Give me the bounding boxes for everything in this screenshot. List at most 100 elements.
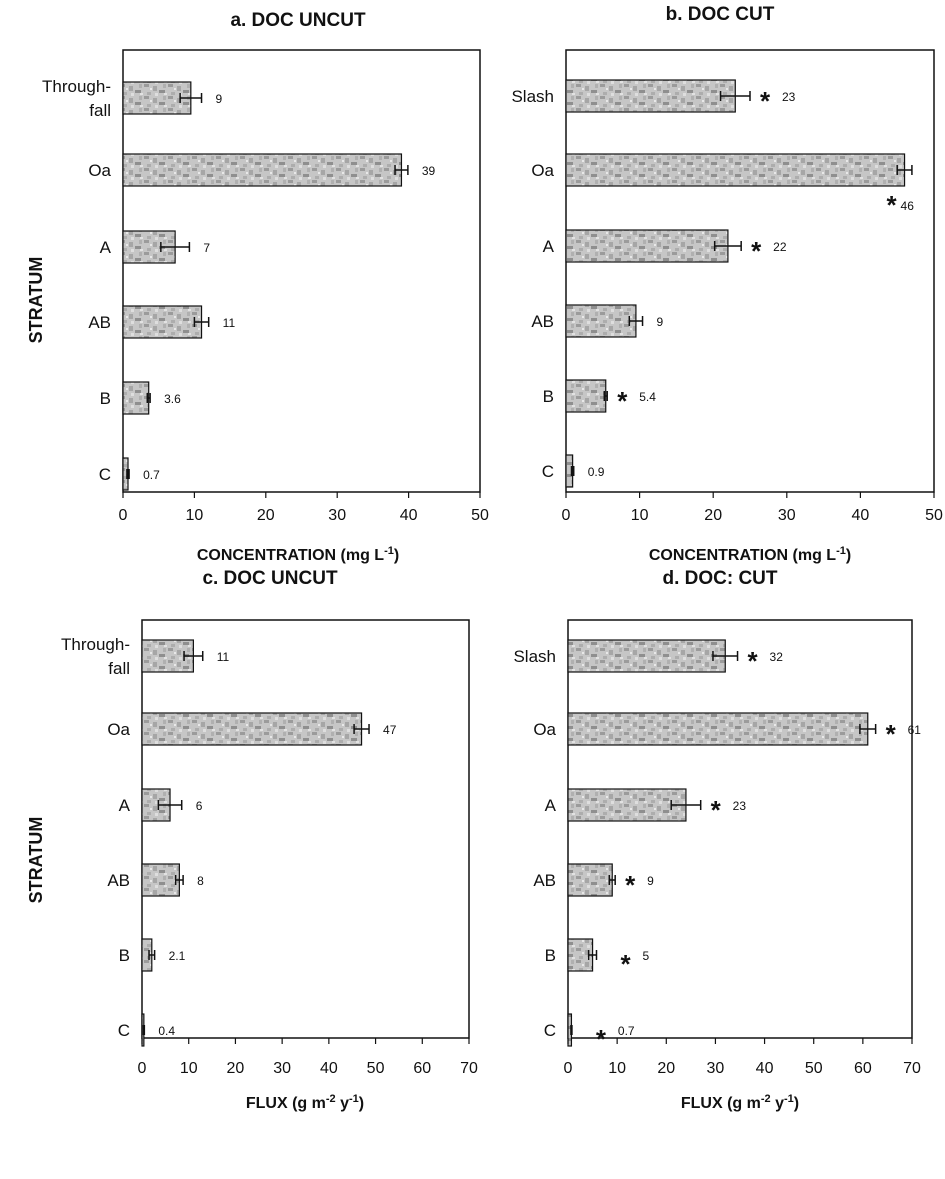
- panel-d-category-label: AB: [533, 871, 556, 890]
- panel-b-bar: [565, 153, 906, 187]
- panel-b-bar: [565, 79, 736, 113]
- panel-b-bars: * 23* 46* 229* 5.40.9: [565, 79, 915, 488]
- panel-d-data-label: 0.7: [618, 1024, 635, 1038]
- panel-c-bars: 11 47 6 8 2.1 0.4: [141, 639, 397, 1047]
- panel-d-x-axis-label: FLUX (g m-2 y-1): [681, 1093, 799, 1112]
- panel-b-significance-star: *: [751, 236, 762, 266]
- panel-c-category-label: A: [119, 796, 131, 815]
- panel-a-bar: [122, 153, 403, 187]
- panel-a-category-labels: Through-fall Oa A AB B C: [42, 77, 112, 484]
- panel-c-data-label: 2.1: [169, 949, 186, 963]
- panel-a-x-tick-label: 20: [257, 507, 275, 524]
- panel-c: c. DOC UNCUT 11 47 6 8 2.1 0.4 0 10 20 30 40 50 60 7…: [61, 568, 478, 1112]
- panel-b-data-label: 9: [657, 315, 664, 329]
- panel-a-x-ticks: 0 10 20 30 40 50: [119, 492, 489, 524]
- panel-d-data-label: 9: [647, 874, 654, 888]
- panel-d-significance-star: *: [748, 646, 759, 676]
- panel-b-plot-frame: [565, 49, 935, 493]
- panel-a-bar: [122, 305, 203, 339]
- panel-c-category-label: AB: [107, 871, 130, 890]
- panel-d-bars: * 32 * 61 * 23 * 9 * 5 * 0.7: [567, 639, 922, 1054]
- panel-c-data-label: 0.4: [158, 1024, 175, 1038]
- panel-b-significance-star: *: [617, 386, 628, 416]
- panel-d-x-tick-label: 40: [756, 1060, 774, 1077]
- panel-c-bar: [141, 863, 180, 897]
- panel-d-significance-star: *: [625, 870, 636, 900]
- panel-d-category-label: A: [545, 796, 557, 815]
- panel-c-category-labels: Through-fall Oa A AB B C: [61, 635, 131, 1040]
- panel-c-category-label: fall: [108, 659, 130, 678]
- panel-a-data-label: 3.6: [164, 392, 181, 406]
- panel-d-category-label: Slash: [513, 647, 556, 666]
- panel-d-title: d. DOC: CUT: [662, 568, 777, 589]
- panel-b-x-tick-label: 30: [778, 507, 796, 524]
- panel-b-x-tick-label: 40: [852, 507, 870, 524]
- panel-c-bar: [141, 712, 363, 746]
- panel-c-x-tick-label: 60: [413, 1060, 431, 1077]
- panel-a-category-label: C: [99, 465, 111, 484]
- panel-d-x-ticks: 0 10 20 30 40 50 60 70: [564, 1038, 921, 1077]
- panel-a-title: a. DOC UNCUT: [230, 10, 366, 31]
- panel-b-x-tick-label: 50: [925, 507, 943, 524]
- panel-b-bar: [565, 229, 729, 263]
- panel-a-category-label: B: [100, 389, 111, 408]
- panel-b-category-label: A: [543, 237, 555, 256]
- panel-d-bar: [567, 788, 687, 822]
- panel-b-data-label: 5.4: [639, 390, 656, 404]
- panel-b-category-label: Oa: [531, 161, 554, 180]
- panel-c-x-ticks: 0 10 20 30 40 50 60 70: [138, 1038, 478, 1077]
- panel-b-data-label: 22: [773, 240, 787, 254]
- panel-c-title: c. DOC UNCUT: [202, 568, 338, 589]
- panel-a-x-tick-label: 10: [186, 507, 204, 524]
- panel-d-category-label: B: [545, 946, 556, 965]
- panel-c-category-label: B: [119, 946, 130, 965]
- panel-a: a. DOC UNCUT 9 39 7 11 3.6 0.7 0 10 20 30 40 50 Th…: [42, 10, 489, 564]
- panel-a-x-tick-label: 40: [400, 507, 418, 524]
- panel-b-x-axis-label: CONCENTRATION (mg L-1): [649, 545, 851, 564]
- panel-b-bar: [565, 304, 637, 338]
- panel-a-data-label: 11: [223, 316, 236, 330]
- panel-b-category-label: Slash: [511, 87, 554, 106]
- panel-b-x-tick-label: 20: [704, 507, 722, 524]
- panel-d-bar: [567, 863, 613, 897]
- panel-d-plot-frame: [567, 619, 913, 1039]
- panel-b: b. DOC CUT * 23* 46* 229* 5.40.9 0 10 20 30 40 50…: [511, 4, 943, 564]
- panel-c-category-label: Oa: [107, 720, 130, 739]
- panel-a-category-label: Oa: [88, 161, 111, 180]
- panel-c-category-label: C: [118, 1021, 130, 1040]
- panel-b-data-label: 0.9: [588, 465, 605, 479]
- panel-d-x-tick-label: 70: [903, 1060, 921, 1077]
- panel-a-plot-frame: [122, 49, 481, 493]
- panel-c-x-tick-label: 70: [460, 1060, 478, 1077]
- panel-a-x-axis-label: CONCENTRATION (mg L-1): [197, 545, 399, 564]
- panel-b-category-label: AB: [531, 312, 554, 331]
- panel-d-x-tick-label: 50: [805, 1060, 823, 1077]
- panel-d-significance-star: *: [596, 1024, 607, 1054]
- panel-a-x-tick-label: 0: [119, 507, 128, 524]
- panel-d-x-tick-label: 10: [608, 1060, 626, 1077]
- panel-b-category-label: C: [542, 462, 554, 481]
- panel-c-x-tick-label: 50: [367, 1060, 385, 1077]
- panel-a-data-label: 39: [422, 164, 436, 178]
- panel-a-bars: 9 39 7 11 3.6 0.7: [122, 81, 436, 491]
- panel-a-category-label: fall: [89, 101, 111, 120]
- panel-a-category-label: Through-: [42, 77, 111, 96]
- panel-d-significance-star: *: [711, 795, 722, 825]
- panel-b-data-label: 46: [901, 199, 915, 213]
- panel-b-title: b. DOC CUT: [666, 4, 775, 25]
- panel-c-plot-frame: [141, 619, 470, 1039]
- panel-d-significance-star: *: [621, 949, 632, 979]
- panel-a-data-label: 0.7: [143, 468, 160, 482]
- panel-c-x-tick-label: 40: [320, 1060, 338, 1077]
- panel-d-data-label: 5: [643, 949, 650, 963]
- panel-d-data-label: 61: [908, 723, 922, 737]
- y-axis-title-top: STRATUM: [26, 257, 46, 344]
- panel-d-x-tick-label: 30: [707, 1060, 725, 1077]
- panel-c-x-tick-label: 20: [227, 1060, 245, 1077]
- panel-d-data-label: 32: [770, 650, 784, 664]
- panel-d-significance-star: *: [886, 719, 897, 749]
- panel-b-bar: [565, 379, 607, 413]
- panel-c-x-tick-label: 30: [273, 1060, 291, 1077]
- panel-d-data-label: 23: [733, 799, 747, 813]
